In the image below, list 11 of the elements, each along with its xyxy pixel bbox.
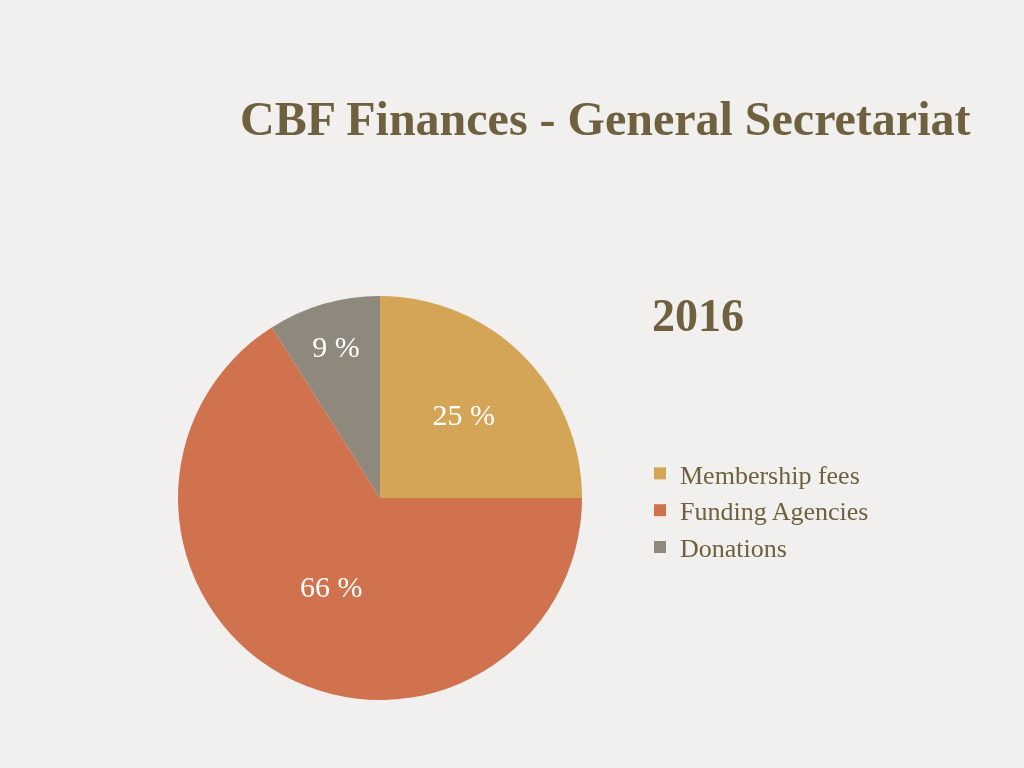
chart-subtitle: 2016	[652, 290, 744, 341]
data-label: 66 %	[300, 570, 363, 604]
legend-label: Donations	[680, 534, 787, 564]
pie-slice	[178, 327, 582, 700]
data-label: 25 %	[432, 397, 495, 431]
data-label: 9 %	[312, 329, 360, 363]
pie-slice	[271, 296, 380, 498]
legend-label: Funding Agencies	[680, 497, 869, 527]
legend-label: Membership fees	[680, 460, 860, 490]
chart-title: CBF Finances - General Secretariat	[240, 91, 971, 145]
pie-slice	[380, 296, 582, 498]
